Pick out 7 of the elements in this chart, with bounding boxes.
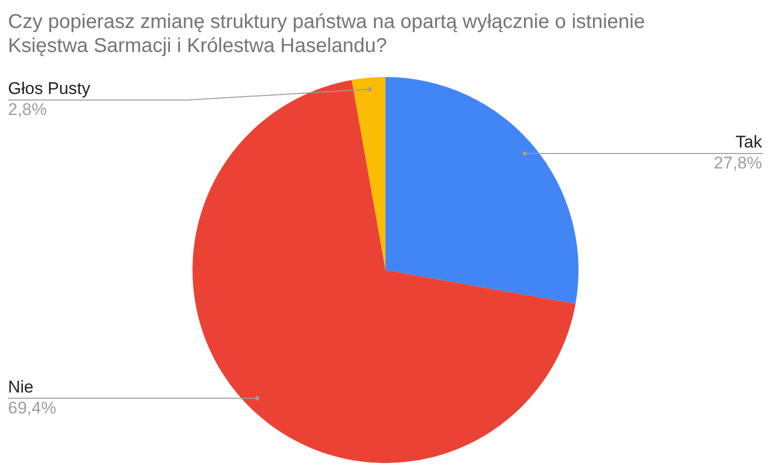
data-label: 69,4% bbox=[8, 398, 56, 418]
data-label: 27,8% bbox=[714, 154, 762, 173]
chart-title: Czy popierasz zmianę struktury państwa na opartą wyłącznie o istnienie Księstwa Sarmacji i Królestwa Haselandu? bbox=[8, 10, 646, 58]
slice-label: Tak bbox=[736, 132, 762, 152]
slice-label: Głos Pusty bbox=[8, 79, 91, 98]
slice-label: Nie bbox=[8, 377, 34, 396]
data-label: 2,8% bbox=[8, 100, 47, 120]
